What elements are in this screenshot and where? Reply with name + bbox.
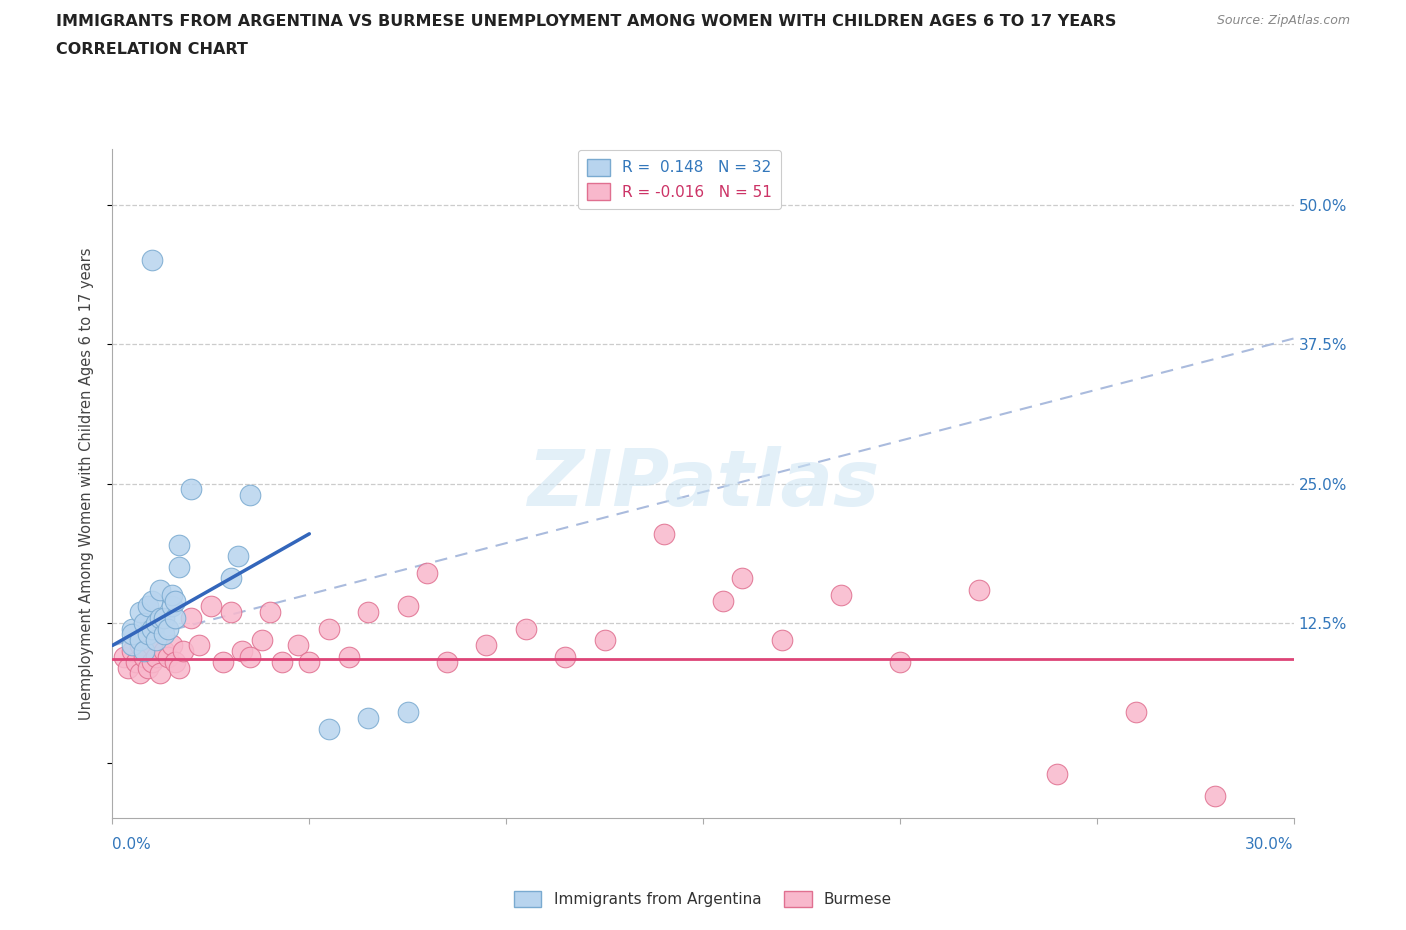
Point: [121, 644, 143, 658]
Point: [121, 621, 143, 636]
Point: [141, 621, 163, 636]
Point: [169, 660, 191, 675]
Point: [149, 666, 172, 681]
Point: [141, 593, 163, 608]
Point: [149, 610, 172, 625]
Point: [165, 655, 187, 670]
Point: [318, 722, 340, 737]
Point: [239, 487, 262, 502]
Point: [160, 599, 183, 614]
Point: [152, 610, 174, 625]
Point: [160, 638, 183, 653]
Point: [136, 599, 159, 614]
Point: [416, 565, 439, 580]
Point: [169, 560, 191, 575]
Point: [357, 711, 380, 725]
Point: [337, 649, 360, 664]
Point: [132, 616, 155, 631]
Point: [211, 655, 233, 670]
Point: [145, 616, 167, 631]
Point: [169, 538, 191, 552]
Point: [180, 482, 202, 497]
Point: [357, 604, 380, 619]
Point: [396, 599, 419, 614]
Point: [219, 571, 242, 586]
Point: [132, 632, 155, 647]
Point: [250, 632, 273, 647]
Point: [149, 582, 172, 597]
Point: [1204, 789, 1226, 804]
Point: [172, 644, 194, 658]
Point: [129, 666, 152, 681]
Point: [132, 644, 155, 658]
Point: [396, 705, 419, 720]
Text: 0.0%: 0.0%: [112, 837, 152, 852]
Point: [180, 610, 202, 625]
Point: [554, 649, 576, 664]
Point: [711, 593, 734, 608]
Y-axis label: Unemployment Among Women with Children Ages 6 to 17 years: Unemployment Among Women with Children A…: [79, 247, 94, 720]
Point: [136, 660, 159, 675]
Point: [112, 649, 135, 664]
Point: [129, 632, 152, 647]
Point: [141, 638, 163, 653]
Point: [152, 627, 174, 642]
Point: [270, 655, 292, 670]
Point: [228, 549, 250, 564]
Point: [125, 655, 148, 670]
Point: [830, 588, 852, 603]
Point: [141, 655, 163, 670]
Point: [165, 610, 187, 625]
Point: [298, 655, 321, 670]
Point: [141, 253, 163, 268]
Point: [231, 644, 253, 658]
Point: [318, 621, 340, 636]
Point: [239, 649, 262, 664]
Text: ZIPatlas: ZIPatlas: [527, 445, 879, 522]
Point: [436, 655, 458, 670]
Point: [770, 632, 793, 647]
Point: [129, 604, 152, 619]
Point: [967, 582, 990, 597]
Legend: Immigrants from Argentina, Burmese: Immigrants from Argentina, Burmese: [508, 884, 898, 913]
Point: [652, 526, 675, 541]
Point: [145, 632, 167, 647]
Point: [188, 638, 211, 653]
Point: [731, 571, 754, 586]
Point: [259, 604, 281, 619]
Point: [160, 588, 183, 603]
Point: [129, 638, 152, 653]
Point: [475, 638, 498, 653]
Legend: R =  0.148   N = 32, R = -0.016   N = 51: R = 0.148 N = 32, R = -0.016 N = 51: [578, 150, 782, 209]
Point: [117, 660, 139, 675]
Text: 30.0%: 30.0%: [1246, 837, 1294, 852]
Point: [200, 599, 222, 614]
Text: CORRELATION CHART: CORRELATION CHART: [56, 42, 247, 57]
Point: [136, 627, 159, 642]
Text: Source: ZipAtlas.com: Source: ZipAtlas.com: [1216, 14, 1350, 27]
Point: [156, 649, 179, 664]
Point: [515, 621, 537, 636]
Text: IMMIGRANTS FROM ARGENTINA VS BURMESE UNEMPLOYMENT AMONG WOMEN WITH CHILDREN AGES: IMMIGRANTS FROM ARGENTINA VS BURMESE UNE…: [56, 14, 1116, 29]
Point: [593, 632, 616, 647]
Point: [287, 638, 309, 653]
Point: [145, 649, 167, 664]
Point: [152, 644, 174, 658]
Point: [165, 593, 187, 608]
Point: [219, 604, 242, 619]
Point: [121, 638, 143, 653]
Point: [1046, 766, 1069, 781]
Point: [121, 627, 143, 642]
Point: [1125, 705, 1147, 720]
Point: [889, 655, 911, 670]
Point: [132, 649, 155, 664]
Point: [156, 621, 179, 636]
